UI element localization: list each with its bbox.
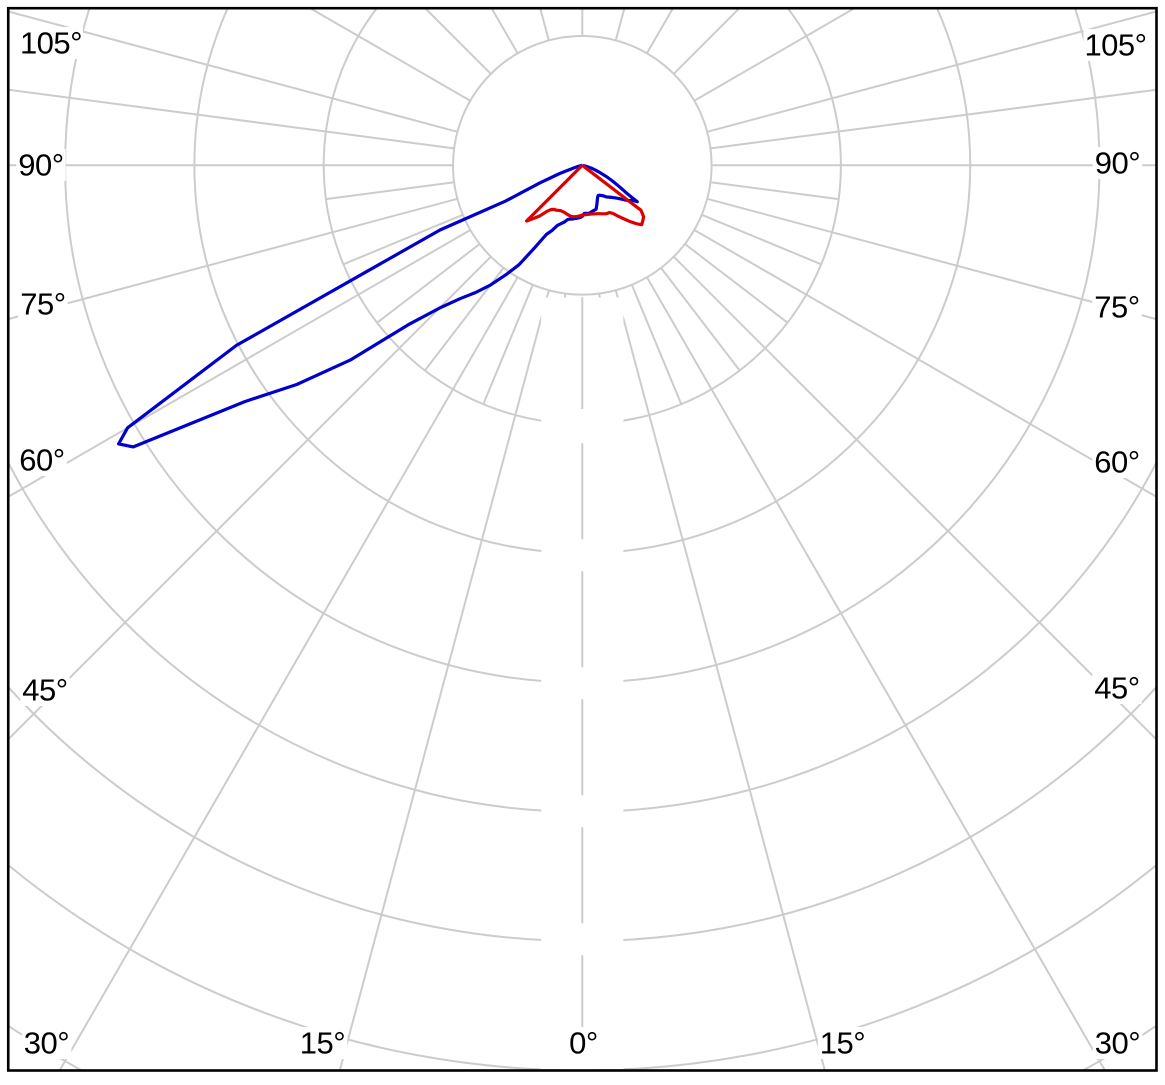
svg-text:60°: 60° xyxy=(1094,445,1139,480)
svg-text:75°: 75° xyxy=(20,287,65,322)
svg-text:30°: 30° xyxy=(24,1026,69,1061)
svg-text:45°: 45° xyxy=(1094,671,1139,706)
svg-text:0°: 0° xyxy=(569,1026,598,1061)
svg-text:30°: 30° xyxy=(1095,1026,1140,1061)
svg-text:90°: 90° xyxy=(18,148,63,183)
svg-text:60°: 60° xyxy=(19,443,64,478)
svg-text:15°: 15° xyxy=(820,1026,865,1061)
svg-text:105°: 105° xyxy=(1084,28,1146,63)
svg-text:90°: 90° xyxy=(1095,146,1140,181)
svg-text:15°: 15° xyxy=(300,1026,345,1061)
svg-text:45°: 45° xyxy=(22,673,67,708)
svg-text:75°: 75° xyxy=(1094,290,1139,325)
svg-text:105°: 105° xyxy=(20,26,82,61)
